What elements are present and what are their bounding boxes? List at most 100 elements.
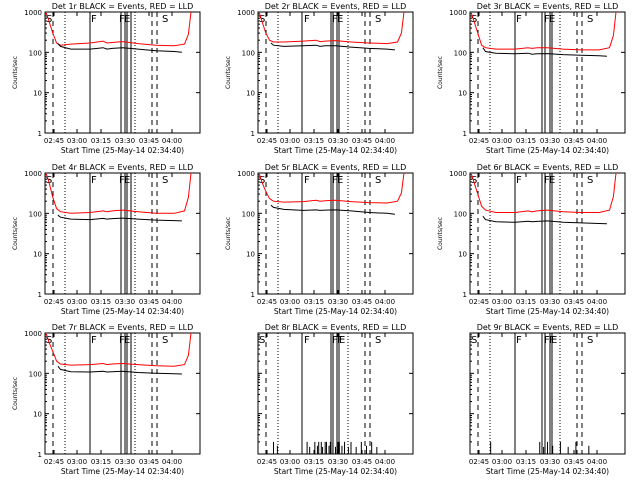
x-tick-label: 03:30 — [115, 458, 135, 466]
flag-label: E — [124, 175, 130, 186]
panel-title: Det 2r BLACK = Events, RED = LLD — [265, 2, 407, 11]
x-tick-label: 03:30 — [540, 137, 560, 145]
flag-label: F — [119, 175, 125, 186]
x-tick-label: 03:45 — [139, 137, 159, 145]
panel-title: Det 6r BLACK = Events, RED = LLD — [477, 163, 619, 172]
x-tick-label: 02:45 — [257, 458, 277, 466]
y-tick-label: 10 — [458, 90, 467, 98]
flag-label: S — [259, 175, 265, 186]
flag-label: E — [337, 175, 343, 186]
flag-label: S — [46, 335, 52, 346]
lld-series-line — [470, 172, 617, 213]
panel-title: Det 3r BLACK = Events, RED = LLD — [477, 2, 619, 11]
events-series-line — [57, 43, 182, 53]
flag-label: F — [332, 335, 338, 346]
y-tick-label: 100 — [242, 210, 255, 218]
x-tick-label: 03:45 — [564, 298, 584, 306]
x-tick-label: 04:00 — [587, 298, 607, 306]
y-tick-label: 1000 — [449, 170, 467, 178]
x-tick-label: 02:45 — [44, 298, 64, 306]
x-axis-label: Start Time (25-May-14 02:34:40) — [61, 307, 184, 316]
y-tick-label: 10 — [246, 251, 255, 259]
x-tick-label: 03:00 — [492, 298, 512, 306]
lld-series-line — [258, 172, 405, 204]
x-axis-label: Start Time (25-May-14 02:34:40) — [274, 146, 397, 155]
x-axis-label: Start Time (25-May-14 02:34:40) — [274, 467, 397, 476]
x-tick-label: 03:00 — [67, 298, 87, 306]
flag-label: S — [46, 14, 52, 25]
x-tick-label: 02:45 — [44, 458, 64, 466]
flag-label: E — [124, 335, 130, 346]
y-axis-label: Counts/sec — [12, 377, 19, 410]
x-tick-label: 03:45 — [564, 458, 584, 466]
plot-frame — [44, 11, 201, 134]
x-tick-label: 03:45 — [352, 137, 372, 145]
detector-panel-7: Det 7r BLACK = Events, RED = LLD 1 10 100 10… — [12, 323, 201, 476]
y-axis-label: Counts/sec — [437, 217, 444, 250]
x-tick-label: 03:00 — [280, 458, 300, 466]
x-tick-label: 04:00 — [587, 137, 607, 145]
flag-label: F — [304, 175, 310, 186]
x-tick-label: 03:00 — [492, 458, 512, 466]
y-tick-label: 1000 — [449, 9, 467, 17]
x-axis-label: Start Time (25-May-14 02:34:40) — [274, 307, 397, 316]
y-tick-label: 100 — [454, 49, 467, 57]
flag-label: F — [304, 14, 310, 25]
panel-title: Det 7r BLACK = Events, RED = LLD — [52, 323, 194, 332]
x-tick-label: 03:15 — [91, 137, 111, 145]
flag-label: E — [549, 175, 555, 186]
x-tick-label: 03:45 — [352, 458, 372, 466]
x-tick-label: 03:30 — [115, 298, 135, 306]
y-axis-label: Counts/sec — [225, 217, 232, 250]
y-tick-label: 1000 — [24, 330, 42, 338]
lld-series-line — [45, 332, 192, 367]
flag-label: F — [119, 14, 125, 25]
detector-panel-2: Det 2r BLACK = Events, RED = LLD 1 10 100 10… — [225, 2, 414, 155]
flag-label: E — [339, 335, 345, 346]
y-tick-label: 1 — [38, 130, 42, 138]
flag-label: F — [91, 14, 97, 25]
y-tick-label: 1000 — [24, 170, 42, 178]
flag-label: F — [544, 335, 550, 346]
flag-label: F — [332, 14, 338, 25]
panel-title: Det 4r BLACK = Events, RED = LLD — [52, 163, 194, 172]
x-tick-label: 04:00 — [162, 137, 182, 145]
flag-label: S — [375, 335, 381, 346]
y-tick-label: 1 — [251, 130, 255, 138]
flag-label: S — [259, 14, 265, 25]
flag-label: F — [544, 175, 550, 186]
flag-label: S — [375, 14, 381, 25]
detector-panel-3: Det 3r BLACK = Events, RED = LLD 1 10 100 10… — [437, 2, 626, 155]
y-tick-label: 10 — [458, 251, 467, 259]
y-tick-label: 1 — [38, 291, 42, 299]
flag-label: S — [471, 335, 477, 346]
flag-label: E — [124, 14, 130, 25]
flag-label: F — [549, 335, 555, 346]
x-tick-label: 03:45 — [139, 298, 159, 306]
x-tick-label: 03:45 — [352, 298, 372, 306]
detector-panel-5: Det 5r BLACK = Events, RED = LLD 1 10 100 10… — [225, 163, 414, 316]
flag-label: F — [516, 175, 522, 186]
x-axis-label: Start Time (25-May-14 02:34:40) — [61, 467, 184, 476]
flag-label: F — [304, 335, 310, 346]
plot-frame — [257, 11, 414, 134]
x-axis-label: Start Time (25-May-14 02:34:40) — [486, 307, 609, 316]
y-axis-label: Counts/sec — [12, 56, 19, 89]
x-tick-label: 03:00 — [492, 137, 512, 145]
events-series-line — [57, 365, 182, 375]
flag-label: S — [471, 14, 477, 25]
x-tick-label: 04:00 — [375, 137, 395, 145]
x-tick-label: 03:15 — [91, 458, 111, 466]
y-axis-label: Counts/sec — [437, 56, 444, 89]
flag-label: S — [375, 175, 381, 186]
flag-label: S — [259, 335, 265, 346]
plot-frame — [469, 332, 626, 455]
x-tick-label: 02:45 — [257, 298, 277, 306]
x-tick-label: 04:00 — [162, 458, 182, 466]
x-tick-label: 03:30 — [540, 458, 560, 466]
x-tick-label: 03:45 — [139, 458, 159, 466]
y-tick-label: 1 — [463, 291, 467, 299]
y-tick-label: 100 — [242, 49, 255, 57]
